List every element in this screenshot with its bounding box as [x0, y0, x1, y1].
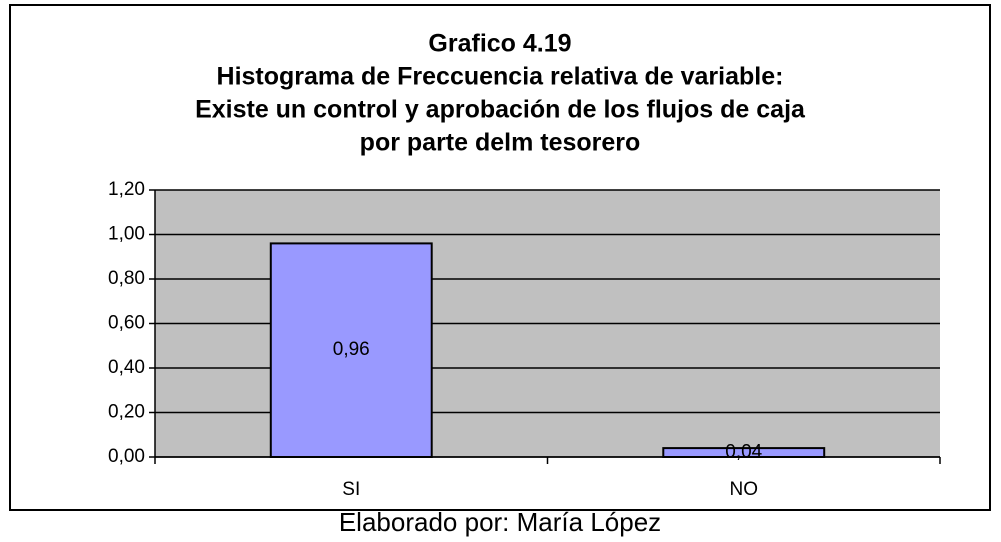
chart-subtitle: Existe un control y aprobación de los fl… [195, 96, 806, 124]
y-tick-label: 0,40 [108, 357, 145, 378]
chart-title: Grafico 4.19 [428, 30, 571, 58]
chart-subtitle: por parte delm tesorero [360, 129, 641, 157]
y-tick-label: 0,60 [108, 313, 145, 334]
chart-subtitle: Histograma de Freccuencia relativa de va… [217, 63, 784, 91]
data-label: 0,04 [725, 442, 762, 463]
y-tick-label: 0,80 [108, 268, 145, 289]
y-tick-label: 1,20 [108, 179, 145, 200]
data-label: 0,96 [333, 339, 370, 360]
x-tick-label: SI [342, 479, 360, 500]
y-tick-label: 0,20 [108, 402, 145, 423]
y-tick-label: 0,00 [108, 446, 145, 467]
y-tick-label: 1,00 [108, 224, 145, 245]
x-tick-label: NO [730, 479, 759, 500]
source-note: Elaborado por: María López [339, 507, 661, 537]
bar [269, 242, 433, 458]
